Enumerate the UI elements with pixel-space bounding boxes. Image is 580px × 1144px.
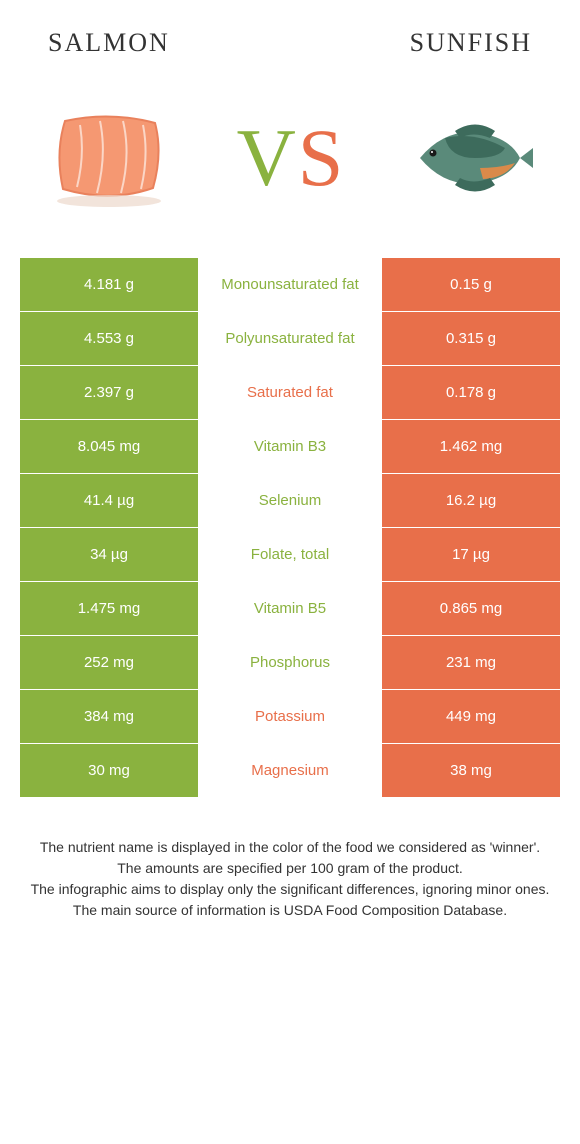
nutrient-label: Magnesium <box>198 744 382 797</box>
sunfish-image <box>400 98 540 218</box>
left-value: 4.181 g <box>20 258 198 311</box>
nutrient-label: Saturated fat <box>198 366 382 419</box>
table-row: 1.475 mgVitamin B50.865 mg <box>20 582 560 636</box>
comparison-table: 4.181 gMonounsaturated fat0.15 g4.553 gP… <box>0 258 580 798</box>
left-value: 8.045 mg <box>20 420 198 473</box>
right-value: 231 mg <box>382 636 560 689</box>
left-value: 30 mg <box>20 744 198 797</box>
nutrient-label: Vitamin B3 <box>198 420 382 473</box>
table-row: 41.4 µgSelenium16.2 µg <box>20 474 560 528</box>
footnote-line: The nutrient name is displayed in the co… <box>30 838 550 857</box>
left-value: 252 mg <box>20 636 198 689</box>
right-value: 17 µg <box>382 528 560 581</box>
nutrient-label: Potassium <box>198 690 382 743</box>
nutrient-label: Folate, total <box>198 528 382 581</box>
nutrient-label: Monounsaturated fat <box>198 258 382 311</box>
vs-label: VS <box>237 111 344 205</box>
sunfish-icon <box>405 113 535 203</box>
left-value: 34 µg <box>20 528 198 581</box>
table-row: 384 mgPotassium449 mg <box>20 690 560 744</box>
table-row: 8.045 mgVitamin B31.462 mg <box>20 420 560 474</box>
salmon-image <box>40 98 180 218</box>
left-value: 384 mg <box>20 690 198 743</box>
nutrient-label: Phosphorus <box>198 636 382 689</box>
right-value: 1.462 mg <box>382 420 560 473</box>
footnote-line: The main source of information is USDA F… <box>30 901 550 920</box>
salmon-fillet-icon <box>45 103 175 213</box>
table-row: 4.553 gPolyunsaturated fat0.315 g <box>20 312 560 366</box>
right-title: Sunfish <box>410 28 532 58</box>
table-row: 4.181 gMonounsaturated fat0.15 g <box>20 258 560 312</box>
table-row: 252 mgPhosphorus231 mg <box>20 636 560 690</box>
right-value: 0.15 g <box>382 258 560 311</box>
left-title: Salmon <box>48 28 170 58</box>
right-value: 0.315 g <box>382 312 560 365</box>
footnote-line: The infographic aims to display only the… <box>30 880 550 899</box>
footnotes: The nutrient name is displayed in the co… <box>0 798 580 920</box>
right-value: 0.178 g <box>382 366 560 419</box>
left-value: 41.4 µg <box>20 474 198 527</box>
left-value: 4.553 g <box>20 312 198 365</box>
vs-v: V <box>237 111 296 205</box>
nutrient-label: Selenium <box>198 474 382 527</box>
right-value: 16.2 µg <box>382 474 560 527</box>
table-row: 2.397 gSaturated fat0.178 g <box>20 366 560 420</box>
right-value: 38 mg <box>382 744 560 797</box>
nutrient-label: Polyunsaturated fat <box>198 312 382 365</box>
images-row: VS <box>0 68 580 258</box>
left-value: 2.397 g <box>20 366 198 419</box>
nutrient-label: Vitamin B5 <box>198 582 382 635</box>
titles-row: Salmon Sunfish <box>0 0 580 68</box>
right-value: 449 mg <box>382 690 560 743</box>
footnote-line: The amounts are specified per 100 gram o… <box>30 859 550 878</box>
left-value: 1.475 mg <box>20 582 198 635</box>
right-value: 0.865 mg <box>382 582 560 635</box>
table-row: 30 mgMagnesium38 mg <box>20 744 560 798</box>
table-row: 34 µgFolate, total17 µg <box>20 528 560 582</box>
vs-s: S <box>298 111 344 205</box>
